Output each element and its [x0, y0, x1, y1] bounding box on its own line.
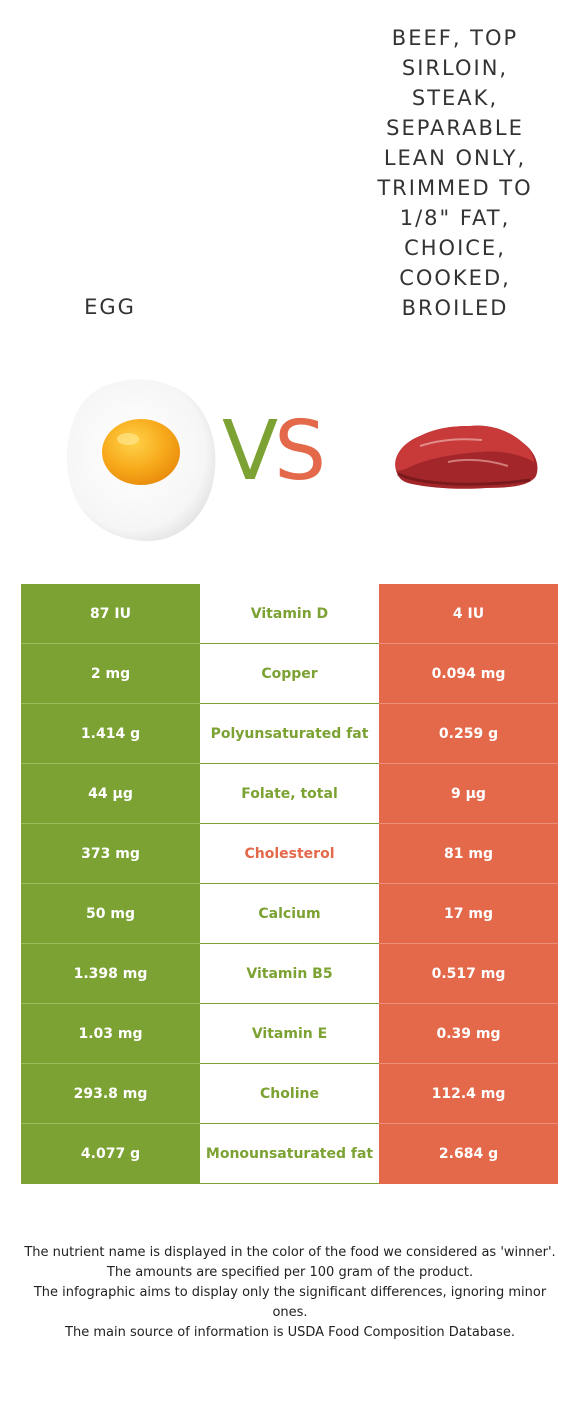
nutrient-name: Copper — [200, 644, 379, 704]
right-value: 9 µg — [379, 764, 558, 824]
nutrient-name: Folate, total — [200, 764, 379, 824]
right-value: 0.259 g — [379, 704, 558, 764]
vs-label: VS — [222, 404, 326, 499]
table-row: 50 mg Calcium 17 mg — [21, 884, 558, 944]
nutrient-name: Vitamin B5 — [200, 944, 379, 1004]
right-value: 4 IU — [379, 584, 558, 644]
footer-notes: The nutrient name is displayed in the co… — [20, 1243, 560, 1343]
table-row: 1.398 mg Vitamin B5 0.517 mg — [21, 944, 558, 1004]
right-value: 81 mg — [379, 824, 558, 884]
footer-line-1: The nutrient name is displayed in the co… — [24, 1245, 556, 1260]
nutrient-name: Vitamin D — [200, 584, 379, 644]
food-left-title: EGG — [84, 295, 136, 319]
right-value: 0.094 mg — [379, 644, 558, 704]
table-row: 1.03 mg Vitamin E 0.39 mg — [21, 1004, 558, 1064]
table-row: 4.077 g Monounsaturated fat 2.684 g — [21, 1124, 558, 1184]
left-value: 4.077 g — [21, 1124, 200, 1184]
table-row: 44 µg Folate, total 9 µg — [21, 764, 558, 824]
left-value: 44 µg — [21, 764, 200, 824]
left-value: 2 mg — [21, 644, 200, 704]
right-value: 112.4 mg — [379, 1064, 558, 1124]
right-value: 0.39 mg — [379, 1004, 558, 1064]
left-value: 50 mg — [21, 884, 200, 944]
right-value: 0.517 mg — [379, 944, 558, 1004]
left-value: 1.398 mg — [21, 944, 200, 1004]
fried-egg-image — [62, 375, 220, 543]
nutrient-name: Polyunsaturated fat — [200, 704, 379, 764]
left-value: 1.03 mg — [21, 1004, 200, 1064]
table-row: 2 mg Copper 0.094 mg — [21, 644, 558, 704]
left-value: 373 mg — [21, 824, 200, 884]
nutrient-name: Calcium — [200, 884, 379, 944]
table-row: 293.8 mg Choline 112.4 mg — [21, 1064, 558, 1124]
left-value: 293.8 mg — [21, 1064, 200, 1124]
right-value: 17 mg — [379, 884, 558, 944]
nutrient-name: Cholesterol — [200, 824, 379, 884]
table-row: 1.414 g Polyunsaturated fat 0.259 g — [21, 704, 558, 764]
right-value: 2.684 g — [379, 1124, 558, 1184]
beef-steak-image — [390, 418, 540, 492]
left-value: 87 IU — [21, 584, 200, 644]
footer-line-2: The amounts are specified per 100 gram o… — [106, 1265, 474, 1280]
food-right-title: BEEF, TOP SIRLOIN, STEAK, SEPARABLE LEAN… — [377, 26, 533, 320]
left-value: 1.414 g — [21, 704, 200, 764]
table-row: 373 mg Cholesterol 81 mg — [21, 824, 558, 884]
footer-line-4: The main source of information is USDA F… — [65, 1325, 515, 1340]
nutrient-name: Monounsaturated fat — [200, 1124, 379, 1184]
nutrient-name: Vitamin E — [200, 1004, 379, 1064]
footer-line-3: The infographic aims to display only the… — [33, 1285, 547, 1320]
nutrient-name: Choline — [200, 1064, 379, 1124]
